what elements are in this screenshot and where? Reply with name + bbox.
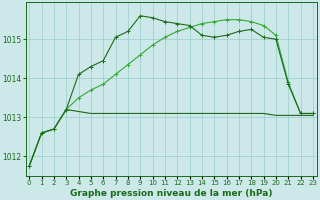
X-axis label: Graphe pression niveau de la mer (hPa): Graphe pression niveau de la mer (hPa) [70,189,272,198]
